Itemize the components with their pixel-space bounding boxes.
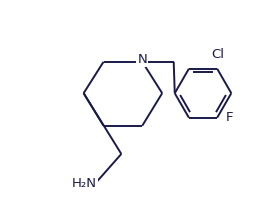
Text: H₂N: H₂N	[72, 177, 97, 190]
Text: Cl: Cl	[212, 48, 225, 60]
Text: F: F	[225, 111, 233, 124]
Text: N: N	[137, 53, 147, 66]
